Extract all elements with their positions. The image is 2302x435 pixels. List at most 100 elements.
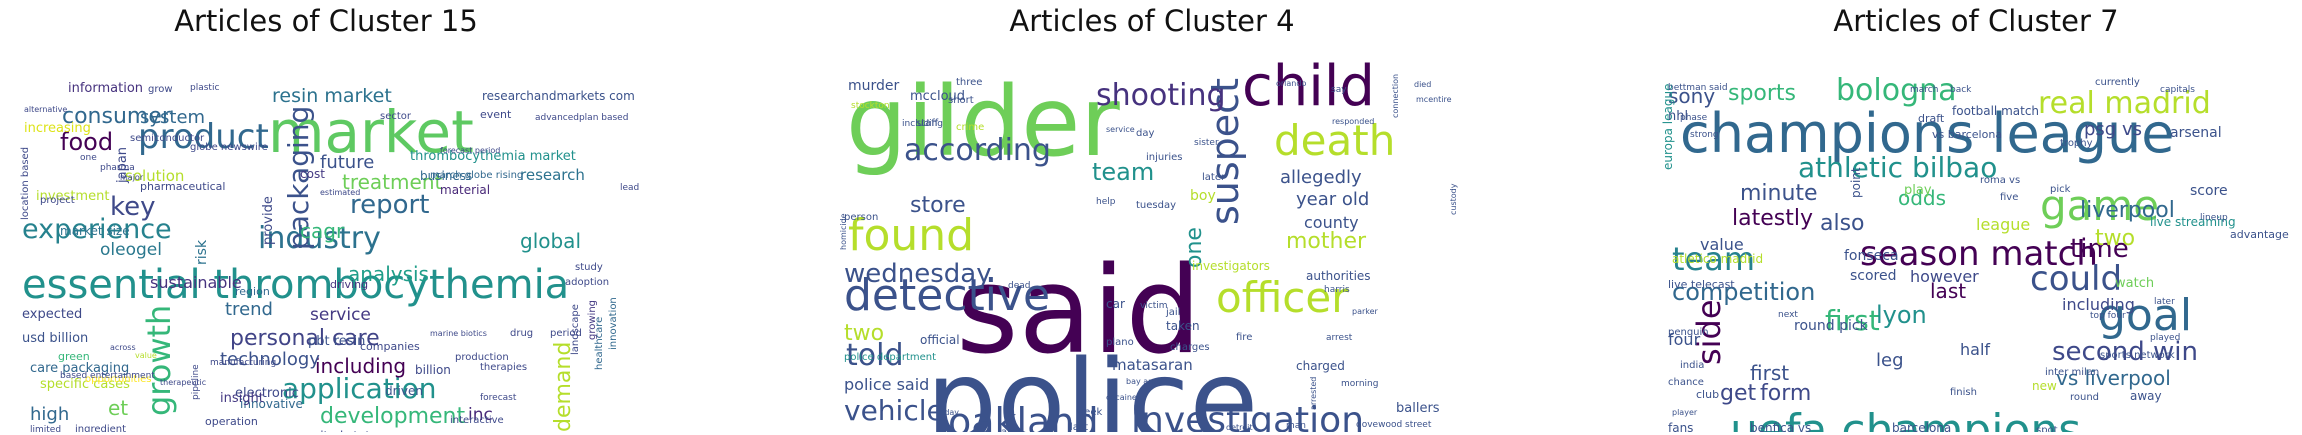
word: personal care xyxy=(230,326,380,351)
word: solution xyxy=(125,167,184,185)
word: care packaging xyxy=(30,361,129,376)
word: sony xyxy=(1668,84,1715,108)
word: market xyxy=(268,98,474,166)
word: roma vs xyxy=(1980,175,2020,186)
word: forecast xyxy=(480,393,517,403)
word: advantage xyxy=(2230,228,2289,241)
word: year old xyxy=(1296,189,1369,210)
word: growing xyxy=(587,300,598,340)
word: harris xyxy=(1324,285,1350,295)
word: last xyxy=(1070,422,1088,432)
wordcloud-cluster-4: said police gilder child death detective found… xyxy=(836,40,1468,432)
word: region xyxy=(235,285,270,298)
word: location based xyxy=(20,147,31,220)
word: latestly xyxy=(1732,206,1813,231)
word: stockton xyxy=(851,101,890,111)
word: jail xyxy=(1165,307,1180,318)
word: goal xyxy=(2098,290,2192,341)
word: get xyxy=(1720,381,1757,406)
word: team xyxy=(1092,158,1154,186)
wordcloud-canvas: champions league uefa champions game goalse… xyxy=(1661,73,2289,432)
word: advancedplan based xyxy=(535,113,628,123)
word: increasing xyxy=(24,121,91,136)
word: wednesday xyxy=(844,259,992,289)
word: murder xyxy=(848,78,900,94)
word: high xyxy=(30,404,69,425)
word: point xyxy=(1849,167,1863,198)
word: one xyxy=(80,153,97,163)
word: food xyxy=(60,128,113,156)
word: sports network xyxy=(2100,350,2175,361)
word: information xyxy=(68,81,143,96)
word: research xyxy=(520,166,585,184)
word: morning xyxy=(1341,379,1378,389)
word: japan xyxy=(115,147,130,184)
panel-title: Articles of Cluster 15 xyxy=(174,4,478,38)
word: mccloud xyxy=(910,89,965,104)
word: sister xyxy=(1194,138,1219,148)
wordcloud-panel-cluster-7: Articles of Cluster 7 champions league ue… xyxy=(1660,0,2292,435)
word: healthcare xyxy=(594,317,605,370)
word: major xyxy=(120,173,144,182)
word: car xyxy=(1106,297,1125,311)
word: therapies xyxy=(480,362,527,373)
word: study xyxy=(575,262,603,273)
word: adoption xyxy=(565,277,609,288)
word: essential thrombocythemia xyxy=(22,262,569,308)
word: half xyxy=(1960,340,1990,359)
word: later xyxy=(1202,172,1226,183)
word: capitals xyxy=(2160,85,2195,95)
word: drug xyxy=(510,328,533,339)
word: time xyxy=(2070,234,2129,264)
word: shooting xyxy=(1096,78,1226,113)
word: europa league xyxy=(1661,84,1675,170)
word: player xyxy=(1672,408,1698,417)
wordcloud-canvas: market essential thrombocythemia product gr… xyxy=(20,81,639,432)
word: billion xyxy=(415,363,451,377)
word: boy xyxy=(1190,188,1216,204)
word: man xyxy=(1286,421,1306,431)
word: provide xyxy=(261,196,276,245)
word: forecast period xyxy=(440,146,500,155)
word: dead xyxy=(1008,281,1030,291)
word: united states xyxy=(305,429,384,432)
word: project xyxy=(40,195,75,206)
word: arrest xyxy=(1326,333,1353,343)
word: orlando xyxy=(1276,79,1306,88)
word: score xyxy=(2190,183,2228,199)
word: benfica vs xyxy=(1750,421,1811,432)
word: semiconductor xyxy=(130,133,205,144)
word: global xyxy=(520,229,581,253)
word: psg vs xyxy=(2084,119,2142,140)
word: opportunities xyxy=(85,374,151,385)
word: police department xyxy=(844,352,936,363)
word: parker xyxy=(1352,307,1379,316)
word: child xyxy=(1242,54,1375,119)
word: future xyxy=(320,152,374,173)
word: trophy xyxy=(2060,138,2093,149)
word: connection xyxy=(1391,74,1400,118)
word: week xyxy=(1076,407,1102,418)
word: side xyxy=(1690,299,1728,365)
word: say xyxy=(1331,85,1347,95)
wordcloud-panel-cluster-4: Articles of Cluster 4 said police gilder ch… xyxy=(836,0,1468,435)
word: ballers xyxy=(1396,401,1440,416)
word: responded xyxy=(1332,117,1374,126)
word: season match xyxy=(1860,234,2098,274)
word: game xyxy=(2040,181,2159,230)
word: bettman said xyxy=(1668,83,1728,93)
word: risk xyxy=(194,239,210,265)
word: across xyxy=(110,343,136,352)
word: league xyxy=(1976,215,2030,234)
word: round pick xyxy=(1794,318,1869,334)
word: live streaming xyxy=(2150,215,2236,229)
word: service xyxy=(310,305,371,325)
word: lead xyxy=(620,183,639,193)
word: vehicle xyxy=(844,394,944,427)
word: marine biotics xyxy=(430,329,487,338)
word: scored xyxy=(1850,268,1897,284)
word: oakland xyxy=(948,400,1099,432)
word: officer xyxy=(1216,273,1349,322)
word: play xyxy=(1904,183,1932,198)
word: suspect xyxy=(1203,78,1247,225)
